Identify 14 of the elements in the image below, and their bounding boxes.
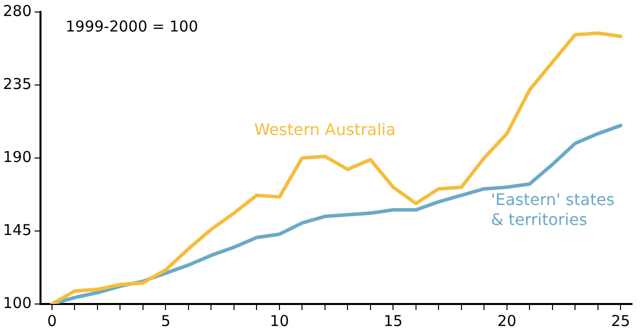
x-tick-label: 0 — [47, 312, 57, 330]
x-tick-label: 5 — [160, 312, 170, 330]
x-tick-label: 25 — [611, 312, 630, 330]
y-tick-label: 280 — [2, 2, 32, 20]
y-tick-label: 235 — [2, 74, 32, 93]
y-tick-label: 190 — [2, 148, 32, 166]
annotation: 1999-2000 = 100 — [66, 17, 198, 36]
series-label: 'Eastern' states & territories — [490, 190, 615, 230]
x-tick-label: 15 — [384, 312, 403, 330]
y-tick-label: 145 — [2, 220, 32, 239]
series-label: Western Australia — [254, 120, 396, 140]
x-tick-label: 10 — [270, 312, 289, 330]
y-tick-label: 100 — [2, 294, 32, 312]
x-tick-label: 20 — [497, 312, 516, 330]
